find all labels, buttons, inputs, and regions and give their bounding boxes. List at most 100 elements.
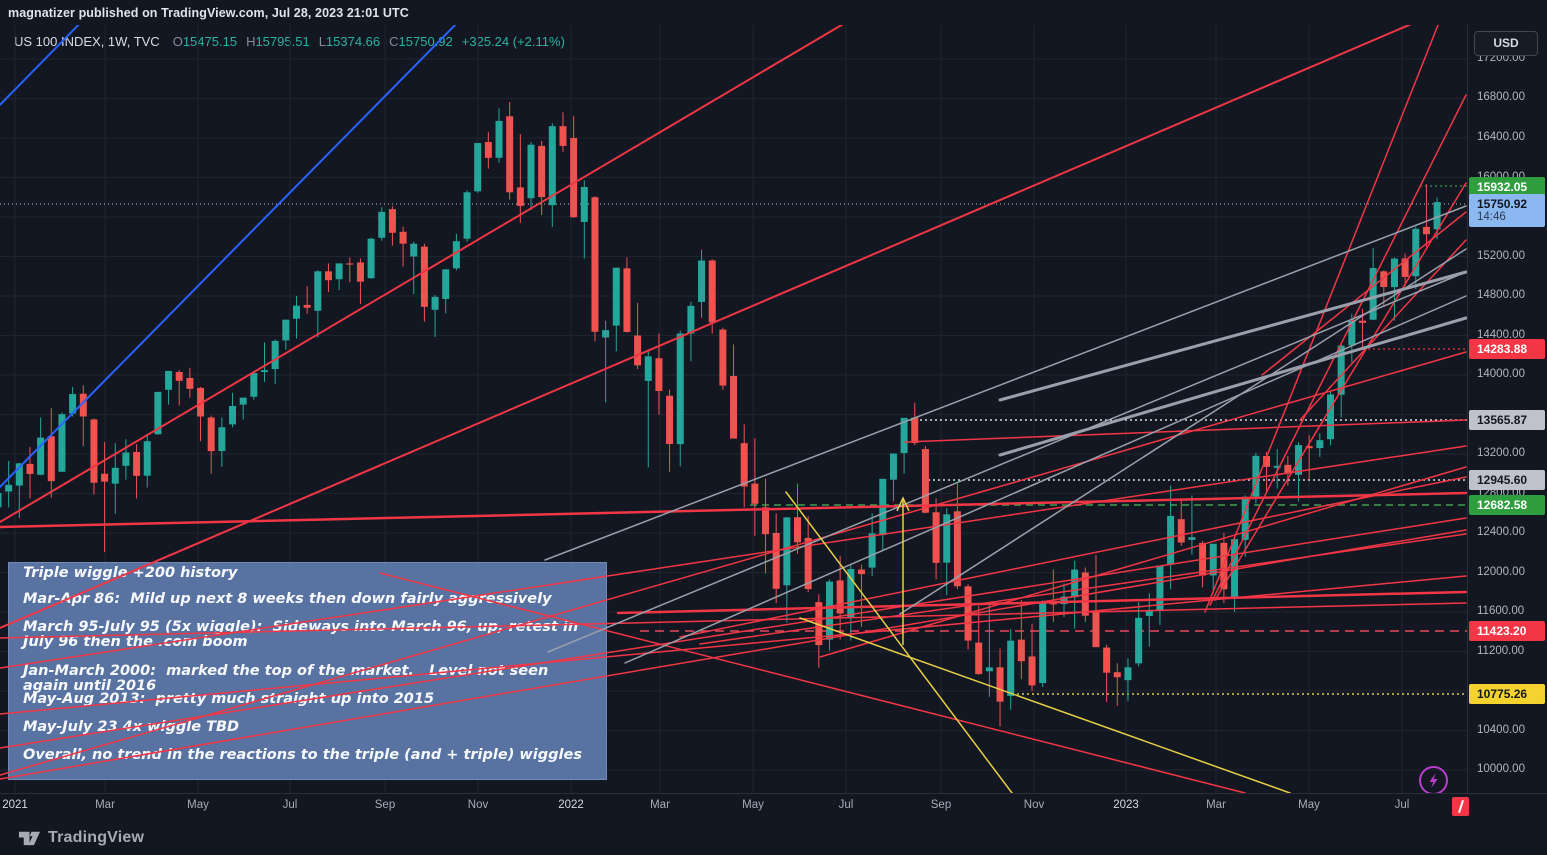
red-trend-line[interactable] (0, 602, 1467, 639)
gray-trend-line[interactable] (544, 205, 1467, 561)
candle-body (378, 211, 386, 238)
candle-body (399, 231, 407, 244)
time-axis[interactable]: 2021 Mar May Jul Sep Nov 2022 Mar May Jul Sep Nov 20… (0, 793, 1547, 819)
red-trend-line[interactable] (0, 22, 1416, 629)
candle-body (1273, 465, 1281, 468)
price-label: 15932.05 (1469, 177, 1545, 197)
red-trend-line[interactable] (679, 476, 1467, 638)
yellow-trend-line[interactable] (785, 491, 1013, 793)
time-tick: Mar (1206, 799, 1226, 811)
time-tick: 2023 (1113, 799, 1139, 811)
red-trend-line[interactable] (379, 572, 1246, 793)
candle-body (442, 269, 450, 299)
price-tick: 13200.00 (1477, 447, 1525, 459)
candle-body (250, 373, 258, 397)
red-trend-line[interactable] (0, 517, 1467, 749)
candle-body (452, 241, 460, 269)
price-label: 12682.58 (1469, 495, 1545, 515)
trend-lines (0, 8, 1467, 793)
gray-trend-line[interactable] (998, 316, 1467, 457)
candle-body (762, 507, 770, 535)
candle-body (506, 116, 514, 193)
candle-body (794, 517, 801, 543)
price-label: 12945.60 (1469, 470, 1545, 490)
blue-trend-line[interactable] (0, 20, 460, 492)
candle-body (996, 667, 1004, 702)
red-trend-line[interactable] (0, 20, 850, 523)
gray-trend-line[interactable] (998, 270, 1467, 402)
candle-body (1380, 271, 1388, 288)
candle-body (218, 427, 226, 452)
time-tick: May (1298, 799, 1320, 811)
candle-body (783, 517, 791, 586)
candle-body (1145, 610, 1153, 616)
annotation-line: Mar-Apr 86: Mild up next 8 weeks then do… (23, 591, 552, 607)
candle-body (314, 271, 322, 311)
legend-open: O15475.15 (172, 34, 238, 49)
candle-body (538, 145, 546, 198)
red-trend-line[interactable] (1214, 182, 1467, 601)
candle-body (1007, 640, 1015, 696)
candle-body (1028, 656, 1036, 686)
red-trend-line[interactable] (0, 529, 1467, 780)
candle-body (580, 186, 588, 222)
price-tick: 11200.00 (1477, 645, 1525, 657)
gray-trend-line[interactable] (624, 295, 1467, 664)
red-trend-line[interactable] (0, 351, 1467, 776)
candle-body (165, 370, 173, 390)
symbol-title: US 100 INDEX, 1W, TVC (14, 34, 160, 49)
candle-body (975, 642, 983, 675)
candle-body (271, 340, 279, 370)
candle-body (1124, 667, 1132, 681)
candle-body (431, 296, 439, 310)
red-trend-line[interactable] (699, 533, 1467, 645)
candle-body (719, 329, 727, 386)
red-trend-line[interactable] (1299, 239, 1467, 421)
legend-close: C15750.92 (389, 34, 453, 49)
price-label: 13565.87 (1469, 410, 1545, 430)
price-tick: 15200.00 (1477, 250, 1525, 262)
candle-body (282, 319, 290, 341)
red-trend-line[interactable] (0, 445, 1467, 669)
red-trend-line[interactable] (616, 590, 1467, 615)
candle-body (1092, 612, 1100, 648)
candle-body (143, 441, 151, 476)
candle-body (1188, 537, 1196, 540)
candle-body (634, 335, 642, 366)
candle-body (0, 493, 2, 508)
candle-body (815, 602, 823, 646)
red-trend-line[interactable] (1209, 94, 1467, 606)
red-trend-line[interactable] (1204, 25, 1439, 613)
gray-trend-line[interactable] (547, 271, 1467, 653)
candle-body (751, 483, 759, 504)
tradingview-logo[interactable]: TradingView (18, 826, 144, 849)
candle-body (122, 452, 130, 466)
candle-body (1284, 464, 1292, 474)
price-tick: 14000.00 (1477, 368, 1525, 380)
candle-body (1167, 515, 1175, 565)
candle-body (1017, 639, 1025, 662)
legend-high: H15795.51 (246, 34, 310, 49)
candle-body (1209, 543, 1217, 576)
candle-body (698, 260, 706, 302)
red-trend-line[interactable] (0, 491, 1467, 529)
arrow-head (896, 496, 910, 512)
price-label: 11423.20 (1469, 621, 1545, 641)
candle-body (1422, 226, 1430, 235)
red-trend-line[interactable] (1261, 211, 1467, 376)
candle-body (356, 262, 364, 282)
candle-body (367, 238, 375, 279)
price-tick: 16400.00 (1477, 131, 1525, 143)
gray-trend-line[interactable] (899, 248, 1467, 615)
annotation-text-box[interactable]: Triple wiggle +200 history Mar-Apr 86: M… (8, 562, 607, 780)
candle-body (889, 453, 897, 480)
price-axis[interactable]: USD 17200.0016800.0016400.0016000.001520… (1467, 25, 1547, 793)
candle-body (175, 372, 183, 381)
yellow-trend-line[interactable] (799, 617, 1291, 793)
time-tick: Jul (282, 799, 298, 811)
candle-body (655, 358, 663, 391)
currency-toggle-button[interactable]: USD (1474, 31, 1538, 56)
blue-trend-line[interactable] (0, 8, 95, 117)
red-trend-line[interactable] (904, 419, 1467, 443)
